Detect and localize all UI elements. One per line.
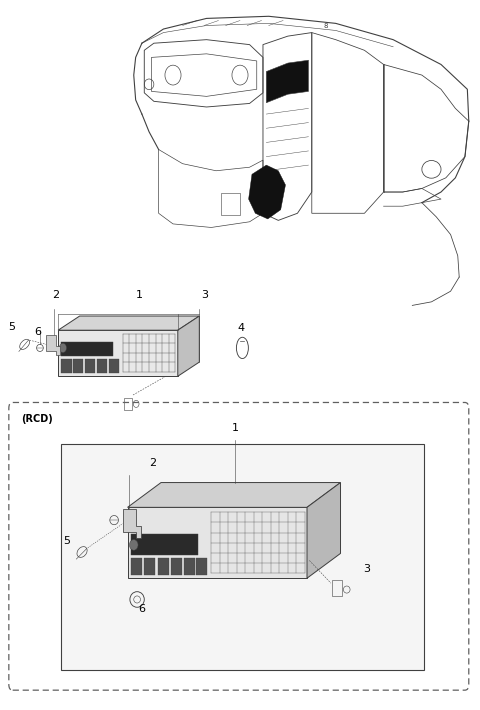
Bar bbox=[332, 580, 342, 596]
Polygon shape bbox=[249, 165, 286, 219]
Bar bbox=[196, 557, 207, 574]
Bar bbox=[221, 193, 240, 214]
Text: 5: 5 bbox=[8, 322, 15, 332]
Text: 6: 6 bbox=[35, 327, 42, 337]
Text: (RCD): (RCD) bbox=[21, 414, 53, 424]
Polygon shape bbox=[128, 508, 307, 578]
Bar bbox=[60, 342, 113, 356]
Text: 5: 5 bbox=[63, 535, 70, 546]
Bar bbox=[124, 398, 132, 410]
Bar bbox=[131, 557, 142, 574]
Polygon shape bbox=[58, 316, 199, 330]
Bar bbox=[97, 359, 108, 373]
Bar bbox=[183, 557, 194, 574]
Text: 3: 3 bbox=[201, 290, 208, 300]
Text: 3: 3 bbox=[363, 564, 371, 574]
Polygon shape bbox=[178, 316, 199, 376]
Polygon shape bbox=[46, 335, 60, 355]
Ellipse shape bbox=[130, 540, 138, 550]
Ellipse shape bbox=[60, 344, 67, 353]
Text: 4: 4 bbox=[238, 323, 245, 333]
Bar bbox=[109, 359, 120, 373]
Text: 1: 1 bbox=[232, 423, 239, 433]
Bar bbox=[60, 444, 424, 670]
Polygon shape bbox=[128, 483, 340, 508]
Polygon shape bbox=[123, 510, 141, 537]
Polygon shape bbox=[58, 330, 178, 376]
Polygon shape bbox=[266, 60, 309, 103]
Bar bbox=[73, 359, 84, 373]
Bar bbox=[131, 534, 198, 555]
Text: 8: 8 bbox=[324, 23, 328, 29]
Text: 1: 1 bbox=[136, 290, 143, 300]
Bar bbox=[157, 557, 168, 574]
Bar bbox=[144, 557, 156, 574]
Bar bbox=[171, 557, 182, 574]
Bar bbox=[61, 359, 72, 373]
Text: 2: 2 bbox=[149, 459, 156, 469]
Text: 2: 2 bbox=[52, 290, 60, 300]
Polygon shape bbox=[307, 483, 340, 578]
Text: 6: 6 bbox=[138, 604, 145, 614]
Bar bbox=[85, 359, 96, 373]
